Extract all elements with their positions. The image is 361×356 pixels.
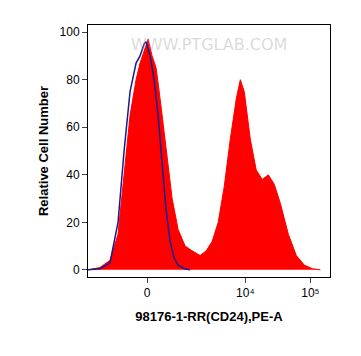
svg-text:40: 40	[66, 168, 80, 182]
svg-text:80: 80	[66, 73, 80, 87]
svg-text:0: 0	[73, 263, 80, 277]
svg-text:98176-1-RR(CD24),PE-A: 98176-1-RR(CD24),PE-A	[135, 309, 283, 324]
svg-text:10⁴: 10⁴	[236, 286, 255, 300]
svg-text:WWW.PTGLAB.COM: WWW.PTGLAB.COM	[131, 35, 287, 54]
svg-text:Relative Cell Number: Relative Cell Number	[36, 86, 51, 216]
svg-text:60: 60	[66, 120, 80, 134]
svg-text:100: 100	[60, 25, 80, 39]
svg-text:0: 0	[144, 286, 151, 300]
svg-text:10⁵: 10⁵	[301, 286, 319, 300]
svg-text:20: 20	[66, 216, 80, 230]
